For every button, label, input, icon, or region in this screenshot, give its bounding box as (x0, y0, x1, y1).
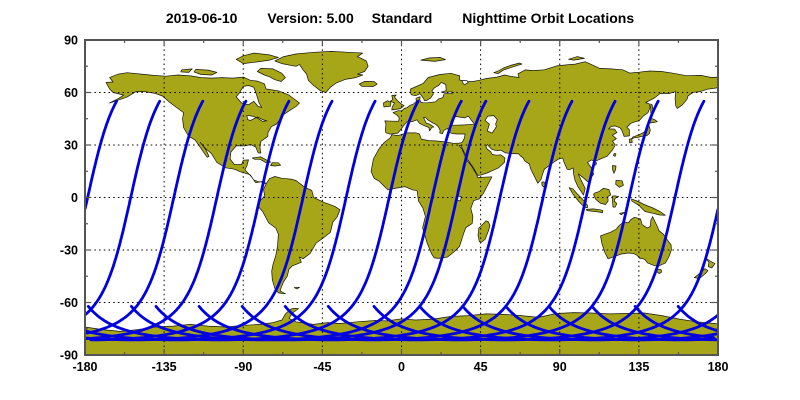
land-polygon-south-america (258, 176, 341, 295)
water-layer (235, 80, 498, 202)
land-polygon-svalbard (420, 57, 446, 62)
x-tick-label-0: 0 (398, 360, 405, 374)
land-polygon-victoria-island (193, 69, 218, 76)
land-polygon-ireland (383, 100, 392, 108)
y-tick-label-60: 60 (64, 86, 78, 100)
y-tick-label-0: 0 (71, 191, 78, 205)
land-polygon-severnaya-zemlya (568, 56, 585, 61)
land-polygon-afro-eurasia (370, 61, 718, 259)
land-polygon-great-britain (389, 94, 405, 111)
track-layer (85, 99, 718, 342)
plot-title: 2019-06-10 Version: 5.00 Standard Nightt… (0, 10, 800, 26)
land-polygon-mindanao (615, 179, 624, 188)
orbit-track-7 (85, 99, 377, 342)
x-tick-label-135: 135 (628, 360, 649, 374)
land-polygon-banks-island (180, 68, 193, 73)
orbit-track-4 (85, 99, 248, 341)
orbit-track-5 (89, 99, 291, 342)
axes-layer: -180 -135 -90 -45 0 45 90 135 180 90 60 30 0 -30 -60 -9… (60, 34, 729, 375)
x-tick-label--45: -45 (313, 360, 331, 374)
y-tick-label-90: 90 (64, 34, 78, 48)
land-polygon-madagascar (477, 220, 491, 243)
x-tick-label-90: 90 (553, 360, 567, 374)
land-polygon-new-zealand-north (704, 257, 716, 269)
water-polygon-white-sea (461, 80, 469, 86)
title-version: Version: 5.00 (267, 10, 354, 26)
land-polygon-sumatra (568, 187, 588, 209)
orbit-track-6 (633, 304, 715, 339)
orbit-track-4 (547, 304, 717, 342)
land-polygon-borneo (593, 187, 612, 205)
y-tick-label-30: 30 (64, 139, 78, 153)
land-polygon-north-america (105, 72, 300, 185)
x-tick-label-180: 180 (708, 360, 729, 374)
land-polygon-novaya-zemlya (493, 62, 523, 74)
orbit-track-5 (590, 304, 718, 342)
land-polygon-sulawesi (611, 195, 620, 208)
water-polygon-great-lakes (246, 114, 268, 122)
land-polygon-luzon (612, 165, 617, 174)
x-tick-label--90: -90 (234, 360, 252, 374)
y-tick-label--30: -30 (60, 244, 78, 258)
land-polygon-timor (619, 212, 626, 216)
water-polygon-caspian-sea (484, 115, 498, 134)
land-polygon-java (586, 208, 604, 213)
title-mode: Standard (371, 10, 433, 26)
land-polygon-kyushu (628, 138, 633, 144)
land-polygon-baffin-island (256, 68, 286, 82)
land-polygon-iceland (358, 81, 378, 87)
orbit-track-1 (85, 99, 118, 211)
orbit-track-7 (676, 304, 718, 332)
grid-layer (85, 40, 718, 355)
orbit-track-1 (418, 208, 718, 342)
x-tick-label--180: -180 (72, 360, 97, 374)
orbit-track-3 (85, 99, 205, 335)
orbit-track-15 (372, 99, 706, 342)
y-tick-label--90: -90 (60, 349, 78, 363)
land-polygon-new-guinea (631, 198, 666, 216)
land-polygon-australia (600, 216, 672, 266)
title-date: 2019-06-10 (165, 10, 238, 26)
title-product: Nighttime Orbit Locations (462, 10, 635, 26)
x-tick-label--135: -135 (152, 360, 177, 374)
orbit-track-2 (461, 304, 718, 342)
x-tick-label-45: 45 (474, 360, 488, 374)
land-polygon-taiwan (613, 152, 617, 157)
land-polygon-hispaniola (270, 162, 282, 167)
orbit-track-2 (85, 99, 162, 316)
land-polygon-greenland (274, 51, 369, 93)
water-polygon-hudson-bay (235, 85, 263, 108)
land-polygon-ellesmere-island (235, 52, 279, 64)
y-tick-label--60: -60 (60, 296, 78, 310)
orbit-track-6 (85, 99, 334, 342)
land-polygon-falklands (293, 286, 300, 290)
